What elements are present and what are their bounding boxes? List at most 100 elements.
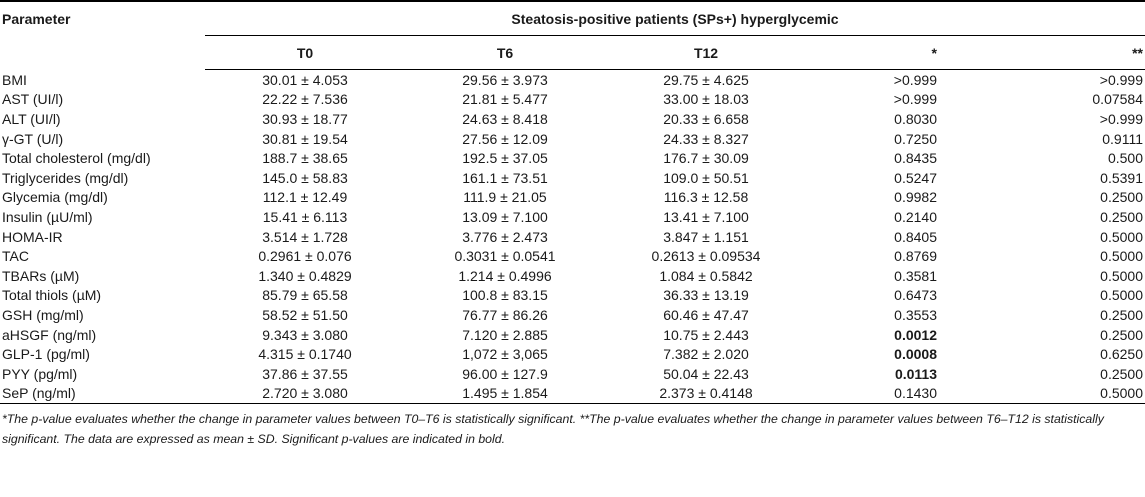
row-t6-value: 24.63 ± 8.418 xyxy=(462,110,548,127)
row-t12-value: 10.75 ± 2.443 xyxy=(663,326,749,343)
col-header-t12: T12 xyxy=(605,35,807,70)
table-row: GLP-1 (pg/ml) 4.315 ± 0.1740 1,072 ± 3,065… xyxy=(0,344,1145,364)
row-t6-value: 13.09 ± 7.100 xyxy=(462,208,548,225)
row-parameter: Insulin (µU/ml) xyxy=(2,208,93,225)
row-p-value-t6-t12: 0.500 xyxy=(1107,150,1143,167)
row-p-value-t6-t12: 0.2500 xyxy=(1100,208,1143,225)
row-t12-value: 3.847 ± 1.151 xyxy=(663,228,749,245)
row-t12-value: 13.41 ± 7.100 xyxy=(663,208,749,225)
row-p-value-t6-t12: 0.2500 xyxy=(1100,326,1143,343)
table-row: TAC 0.2961 ± 0.076 0.3031 ± 0.0541 0.2613 ±… xyxy=(0,246,1145,266)
row-p-value-t0-t6: 0.8769 xyxy=(894,248,937,265)
row-t6-value: 192.5 ± 37.05 xyxy=(462,150,548,167)
row-p-value-t0-t6: >0.999 xyxy=(893,91,937,108)
row-t12-value: 36.33 ± 13.19 xyxy=(663,287,749,304)
row-p-value-t6-t12: 0.5000 xyxy=(997,383,1145,405)
row-p-value-t0-t6: 0.8405 xyxy=(894,228,937,245)
row-p-value-t0-t6: 0.6473 xyxy=(894,287,937,304)
row-p-value-t6-t12: 0.5000 xyxy=(1100,248,1143,265)
row-p-value-t6-t12: 0.2500 xyxy=(1100,365,1143,382)
group-header: Steatosis-positive patients (SPs+) hyper… xyxy=(205,2,1145,36)
row-t0-value: 0.2961 ± 0.076 xyxy=(258,248,352,265)
row-parameter: aHSGF (ng/ml) xyxy=(2,326,97,343)
row-p-value-t6-t12: 0.5000 xyxy=(1100,287,1143,304)
row-parameter: Total cholesterol (mg/dl) xyxy=(2,150,151,167)
row-p-value-t6-t12: 0.9111 xyxy=(1102,130,1143,147)
row-t0-value: 58.52 ± 51.50 xyxy=(262,306,348,323)
results-table: Parameter Steatosis-positive patients (S… xyxy=(0,0,1145,405)
row-parameter: BMI xyxy=(2,71,27,88)
row-t6-value: 3.776 ± 2.473 xyxy=(462,228,548,245)
row-parameter: γ-GT (U/l) xyxy=(2,130,64,147)
table-row: Glycemia (mg/dl) 112.1 ± 12.49 111.9 ± 21.… xyxy=(0,188,1145,208)
table-row: γ-GT (U/l) 30.81 ± 19.54 27.56 ± 12.09 24.3… xyxy=(0,129,1145,149)
table-row: GSH (mg/ml) 58.52 ± 51.50 76.77 ± 86.26 60.… xyxy=(0,305,1145,325)
table-row: TBARs (µM) 1.340 ± 0.4829 1.214 ± 0.4996 1.… xyxy=(0,266,1145,286)
table-row: HOMA-IR 3.514 ± 1.728 3.776 ± 2.473 3.847 ±… xyxy=(0,227,1145,247)
row-p-value-t6-t12: 0.5391 xyxy=(1100,169,1143,186)
row-t6-value: 7.120 ± 2.885 xyxy=(462,326,548,343)
table-row: BMI 30.01 ± 4.053 29.56 ± 3.973 29.75 ± 4.6… xyxy=(0,70,1145,90)
row-t6-value: 161.1 ± 73.51 xyxy=(462,169,548,186)
row-t12-value: 2.373 ± 0.4148 xyxy=(605,383,807,405)
row-t12-value: 29.75 ± 4.625 xyxy=(663,71,749,88)
row-p-value-t0-t6: 0.3553 xyxy=(894,306,937,323)
row-parameter: Triglycerides (mg/dl) xyxy=(2,169,129,186)
row-p-value-t6-t12: >0.999 xyxy=(1099,110,1143,127)
row-p-value-t0-t6: 0.0113 xyxy=(894,365,937,382)
row-parameter: GSH (mg/ml) xyxy=(2,306,84,323)
row-p-value-t0-t6: >0.999 xyxy=(893,71,937,88)
row-p-value-t0-t6: 0.1430 xyxy=(807,383,997,405)
table-row: SeP (ng/ml) 2.720 ± 3.080 1.495 ± 1.854 2.3… xyxy=(0,383,1145,405)
row-t12-value: 50.04 ± 22.43 xyxy=(663,365,749,382)
row-p-value-t6-t12: 0.5000 xyxy=(1100,267,1143,284)
row-parameter: GLP-1 (pg/ml) xyxy=(2,346,90,363)
row-parameter: Glycemia (mg/dl) xyxy=(2,189,108,206)
row-t0-value: 188.7 ± 38.65 xyxy=(262,150,348,167)
row-t6-value: 100.8 ± 83.15 xyxy=(462,287,548,304)
row-t6-value: 1.495 ± 1.854 xyxy=(405,383,605,405)
row-p-value-t0-t6: 0.2140 xyxy=(894,208,937,225)
row-p-value-t0-t6: 0.0012 xyxy=(894,326,937,343)
row-p-value-t6-t12: 0.2500 xyxy=(1100,306,1143,323)
table-row: Total cholesterol (mg/dl) 188.7 ± 38.65 19… xyxy=(0,148,1145,168)
row-p-value-t6-t12: 0.5000 xyxy=(1100,228,1143,245)
row-parameter: ALT (UI/l) xyxy=(2,110,61,127)
row-t6-value: 111.9 ± 21.05 xyxy=(463,189,547,206)
row-t12-value: 1.084 ± 0.5842 xyxy=(659,267,753,284)
row-t6-value: 21.81 ± 5.477 xyxy=(462,91,548,108)
row-t12-value: 60.46 ± 47.47 xyxy=(663,306,749,323)
row-parameter: PYY (pg/ml) xyxy=(2,365,78,382)
row-t12-value: 0.2613 ± 0.09534 xyxy=(651,248,761,265)
row-p-value-t0-t6: 0.8030 xyxy=(894,110,937,127)
table-body: BMI 30.01 ± 4.053 29.56 ± 3.973 29.75 ± 4.6… xyxy=(0,70,1145,405)
col-header-p2: ** xyxy=(997,35,1145,70)
row-p-value-t6-t12: 0.07584 xyxy=(1092,91,1143,108)
col-header-t6: T6 xyxy=(405,35,605,70)
table-row: Insulin (µU/ml) 15.41 ± 6.113 13.09 ± 7.10… xyxy=(0,207,1145,227)
row-t0-value: 145.0 ± 58.83 xyxy=(262,169,348,186)
col-header-p1: * xyxy=(807,35,997,70)
row-parameter: TBARs (µM) xyxy=(2,267,80,284)
row-p-value-t6-t12: >0.999 xyxy=(1099,71,1143,88)
row-parameter: HOMA-IR xyxy=(2,228,63,245)
row-t12-value: 33.00 ± 18.03 xyxy=(663,91,749,108)
row-t12-value: 176.7 ± 30.09 xyxy=(663,150,749,167)
row-t12-value: 7.382 ± 2.020 xyxy=(663,346,749,363)
row-t6-value: 76.77 ± 86.26 xyxy=(462,306,548,323)
table-footnote: *The p-value evaluates whether the chang… xyxy=(2,412,1104,446)
row-t12-value: 109.0 ± 50.51 xyxy=(663,169,749,186)
row-parameter: Total thiols (µM) xyxy=(2,287,102,304)
row-p-value-t0-t6: 0.3581 xyxy=(894,267,937,284)
row-p-value-t0-t6: 0.8435 xyxy=(894,150,937,167)
row-t0-value: 1.340 ± 0.4829 xyxy=(258,267,352,284)
row-parameter: AST (UI/l) xyxy=(2,91,64,108)
row-t12-value: 116.3 ± 12.58 xyxy=(663,189,749,206)
col-header-t0: T0 xyxy=(205,35,405,70)
table-row: PYY (pg/ml) 37.86 ± 37.55 96.00 ± 127.9 50.… xyxy=(0,364,1145,384)
row-p-value-t0-t6: 0.9982 xyxy=(894,189,937,206)
table-row: AST (UI/l) 22.22 ± 7.536 21.81 ± 5.477 33.0… xyxy=(0,90,1145,110)
table-row: Triglycerides (mg/dl) 145.0 ± 58.83 161.1 … xyxy=(0,168,1145,188)
row-t0-value: 30.01 ± 4.053 xyxy=(262,71,348,88)
